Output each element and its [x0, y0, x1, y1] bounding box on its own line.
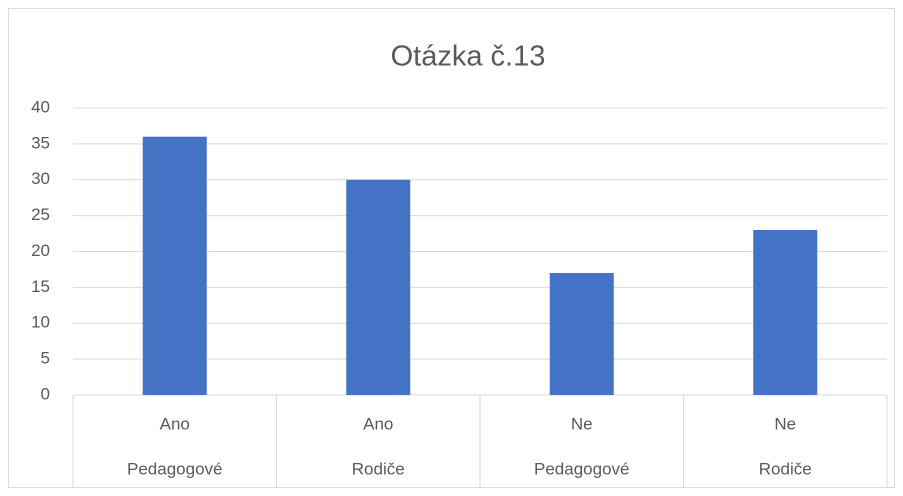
y-tick-label: 0: [41, 384, 50, 403]
bar: [346, 179, 411, 395]
y-tick-label: 25: [31, 205, 50, 224]
x-tick-label: Pedagogové: [127, 459, 222, 478]
y-tick-label: 20: [31, 241, 50, 260]
bar: [549, 273, 614, 395]
y-tick-label: 30: [31, 169, 50, 188]
chart-title: Otázka č.13: [391, 41, 546, 73]
y-tick-label: 15: [31, 277, 50, 296]
x-tick-label: Ano: [363, 414, 393, 433]
x-tick-label: Ne: [774, 414, 796, 433]
y-tick-label: 5: [41, 349, 50, 368]
bar: [753, 229, 818, 395]
bar: [142, 136, 207, 395]
y-tick-label: 35: [31, 133, 50, 152]
x-tick-label: Ano: [160, 414, 190, 433]
x-tick-label: Rodiče: [759, 459, 812, 478]
y-tick-label: 40: [31, 97, 50, 116]
x-tick-label: Pedagogové: [534, 459, 629, 478]
x-tick-label: Rodiče: [352, 459, 405, 478]
x-tick-label: Ne: [571, 414, 593, 433]
y-tick-label: 10: [31, 313, 50, 332]
